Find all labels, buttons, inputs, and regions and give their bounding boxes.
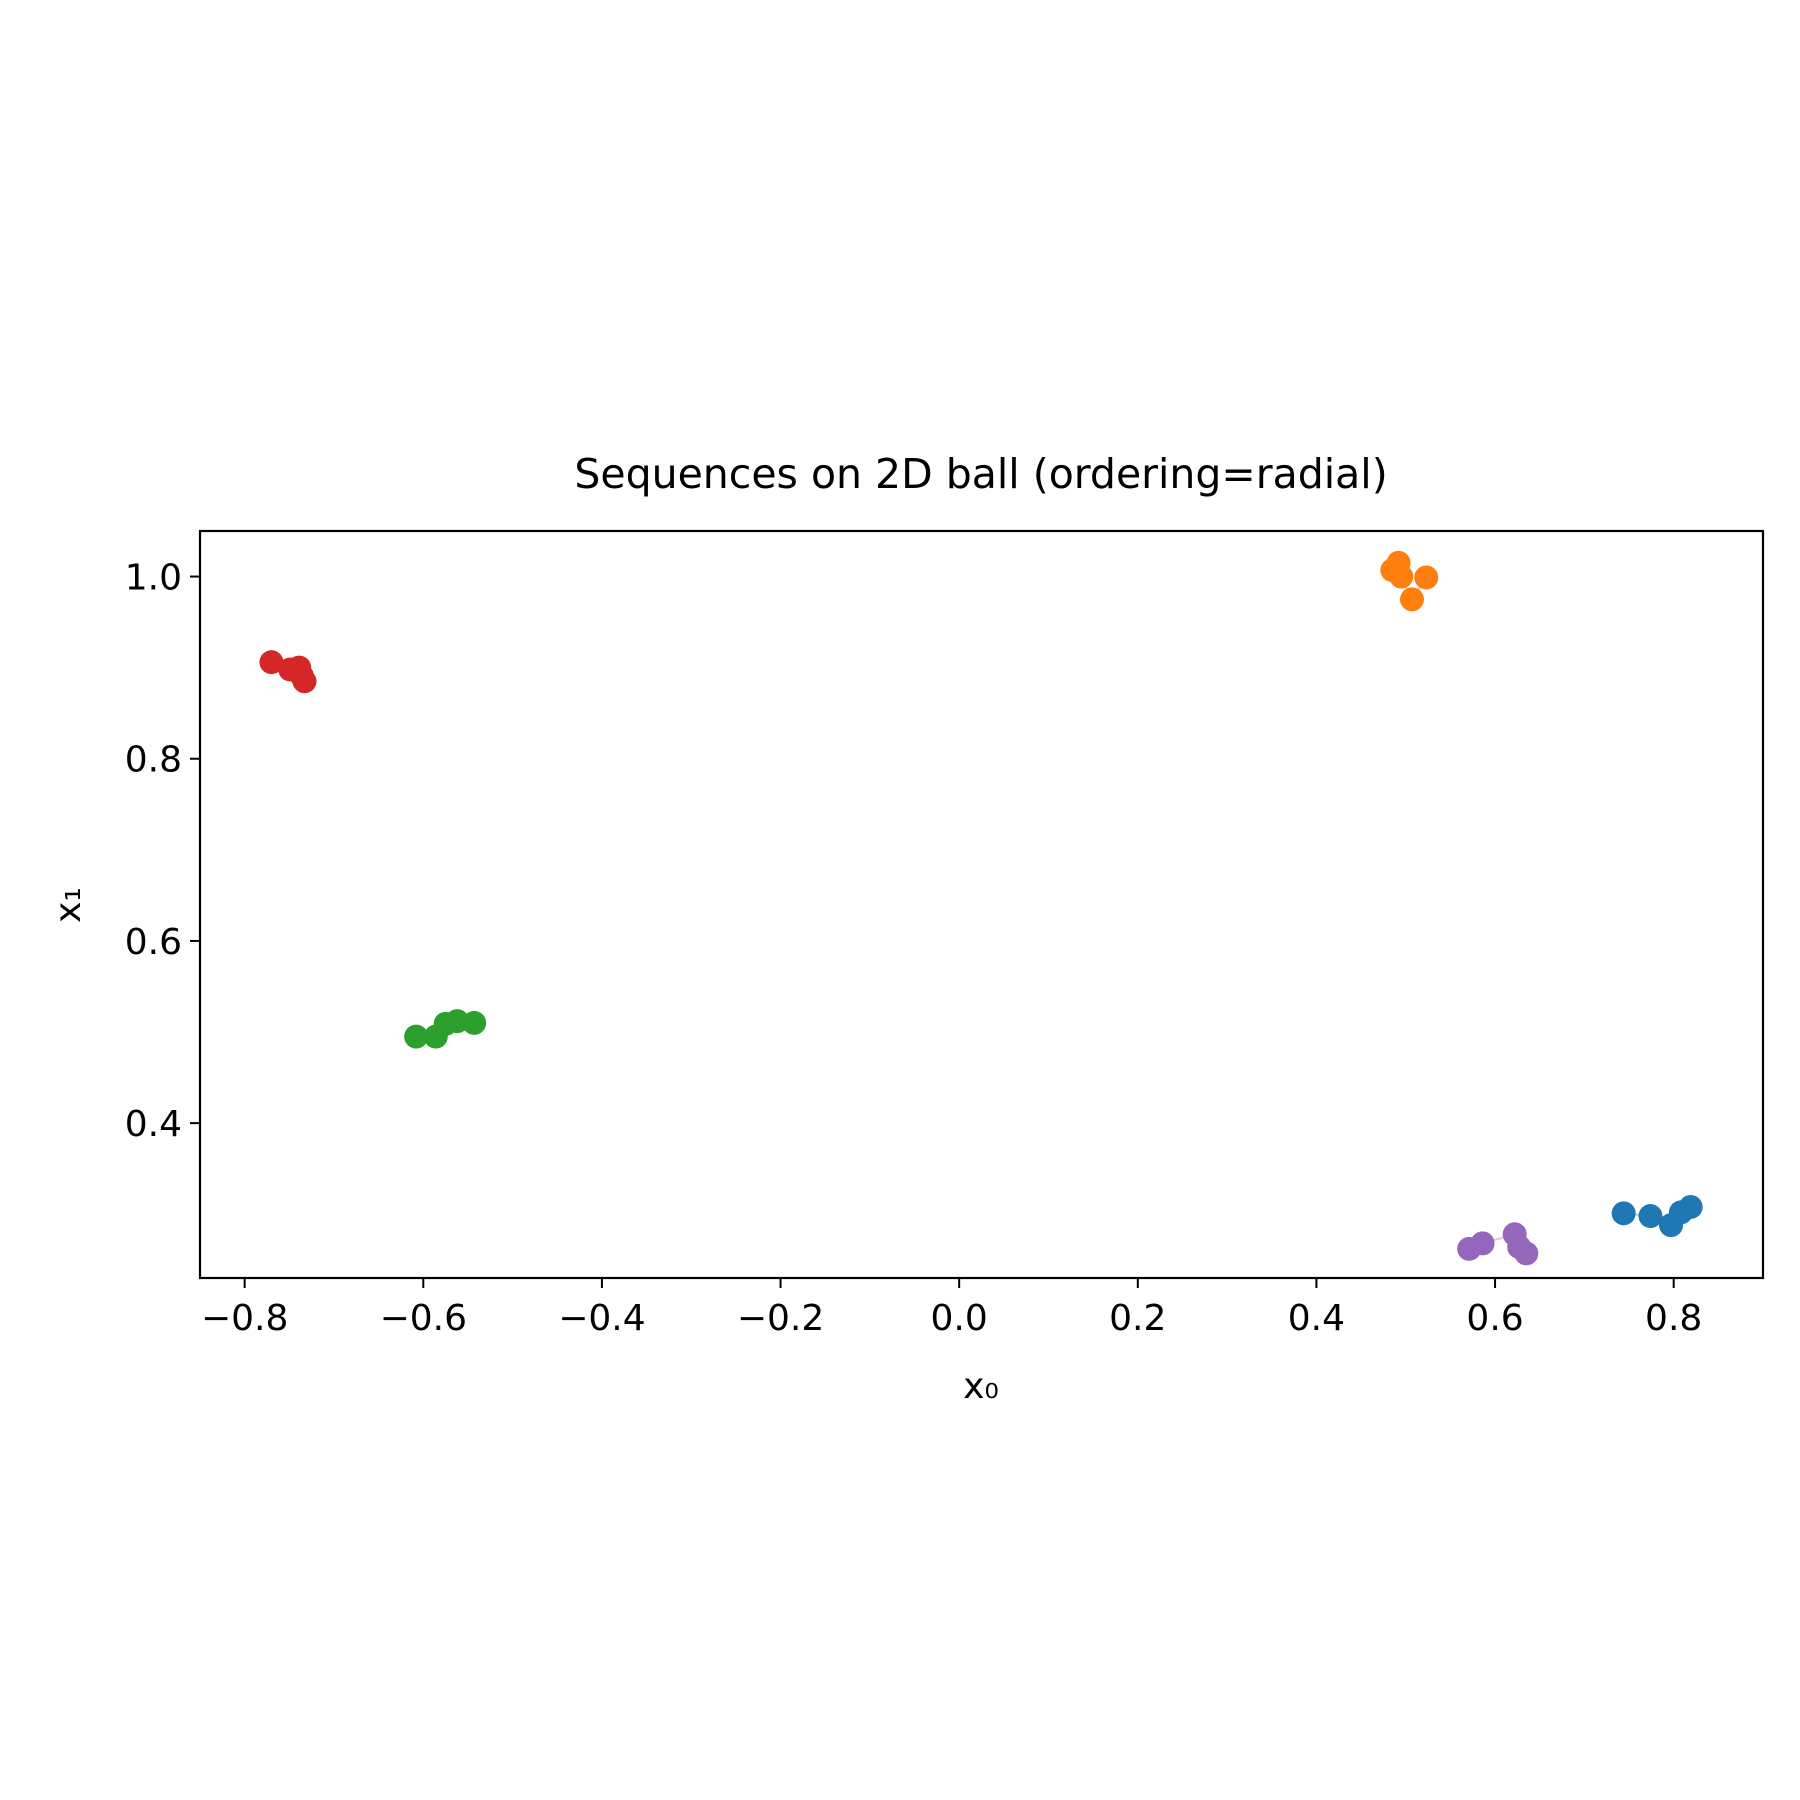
x-tick-label: 0.8 <box>1645 1298 1702 1339</box>
y-tick-label: 0.4 <box>125 1104 182 1145</box>
x-axis-ticks: −0.8 −0.6 −0.4 −0.2 0.0 0.2 0.4 0.6 0.8 <box>201 1278 1702 1339</box>
data-point <box>1638 1204 1663 1229</box>
y-tick-label: 0.8 <box>125 740 182 781</box>
y-axis-label: x₁ <box>48 887 89 923</box>
series-3 <box>259 650 317 694</box>
y-tick-label: 0.6 <box>125 922 182 963</box>
data-point <box>404 1024 429 1049</box>
data-point <box>462 1010 487 1035</box>
chart-title: Sequences on 2D ball (ordering=radial) <box>574 450 1387 498</box>
data-point <box>292 669 317 694</box>
data-point <box>1678 1194 1703 1219</box>
data-points <box>259 550 1703 1266</box>
x-tick-label: 0.0 <box>931 1298 988 1339</box>
data-point <box>1414 565 1439 590</box>
data-point <box>1470 1231 1495 1256</box>
series-4 <box>1457 1222 1539 1266</box>
y-axis-ticks: 0.4 0.6 0.8 1.0 <box>125 558 200 1145</box>
x-tick-label: −0.6 <box>380 1298 467 1339</box>
x-tick-label: 0.4 <box>1288 1298 1345 1339</box>
x-tick-label: −0.8 <box>201 1298 288 1339</box>
series-2 <box>404 1009 487 1049</box>
data-point <box>1514 1241 1539 1266</box>
x-tick-label: 0.2 <box>1109 1298 1166 1339</box>
data-point <box>259 650 284 675</box>
y-tick-label: 1.0 <box>125 558 182 599</box>
data-point <box>1389 564 1414 589</box>
x-tick-label: −0.2 <box>737 1298 824 1339</box>
data-point <box>1611 1201 1636 1226</box>
x-tick-label: −0.4 <box>558 1298 645 1339</box>
data-point <box>1399 587 1424 612</box>
x-tick-label: 0.6 <box>1466 1298 1523 1339</box>
x-axis-label: x₀ <box>963 1366 999 1407</box>
series-1 <box>1380 550 1439 612</box>
series-0 <box>1611 1194 1703 1238</box>
plot-frame <box>198 529 1765 1280</box>
